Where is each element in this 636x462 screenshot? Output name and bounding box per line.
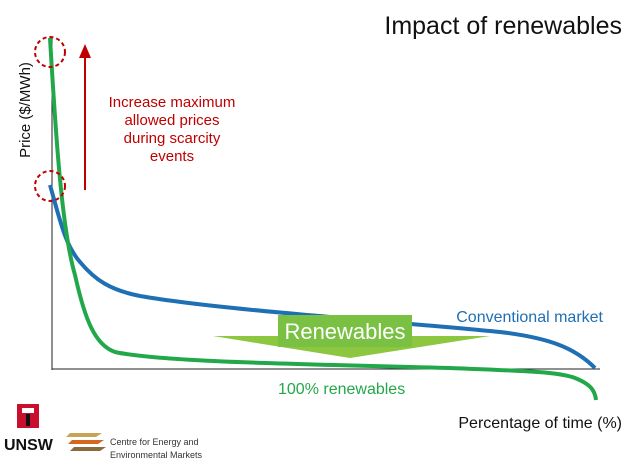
- scarcity-circle: [34, 36, 66, 68]
- logo-stripe: [66, 433, 102, 437]
- x-axis-label: Percentage of time (%): [458, 415, 622, 432]
- scarcity-circle: [34, 170, 66, 202]
- annotation-line: during scarcity: [124, 130, 221, 147]
- logo-stripe: [68, 440, 104, 444]
- cem-logo: Centre for Energy and Environmental Mark…: [66, 433, 203, 460]
- annotation-line: events: [150, 148, 194, 165]
- annotation-line: Increase maximum: [109, 94, 236, 111]
- logo-stripe: [70, 447, 106, 451]
- crest-detail: [22, 408, 34, 413]
- renewables-label: 100% renewables: [278, 381, 405, 398]
- unsw-logo: UNSW: [4, 404, 54, 454]
- renewables-box: [278, 315, 412, 347]
- unsw-text: UNSW: [4, 437, 54, 454]
- y-axis-label: Price ($/MWh): [17, 62, 34, 158]
- cem-text: Environmental Markets: [110, 450, 203, 460]
- title: Impact of renewables: [384, 12, 622, 40]
- red-arrowhead: [79, 44, 91, 58]
- renewables-curve: [48, 37, 598, 401]
- renewables-arrow-label: Renewables: [284, 319, 405, 344]
- crest-detail: [26, 414, 30, 426]
- conventional-label: Conventional market: [456, 309, 603, 326]
- cem-text: Centre for Energy and: [110, 437, 199, 447]
- annotation: Increase maximum allowed prices during s…: [109, 94, 236, 165]
- conventional-curve: [48, 184, 597, 370]
- annotation-line: allowed prices: [124, 112, 219, 129]
